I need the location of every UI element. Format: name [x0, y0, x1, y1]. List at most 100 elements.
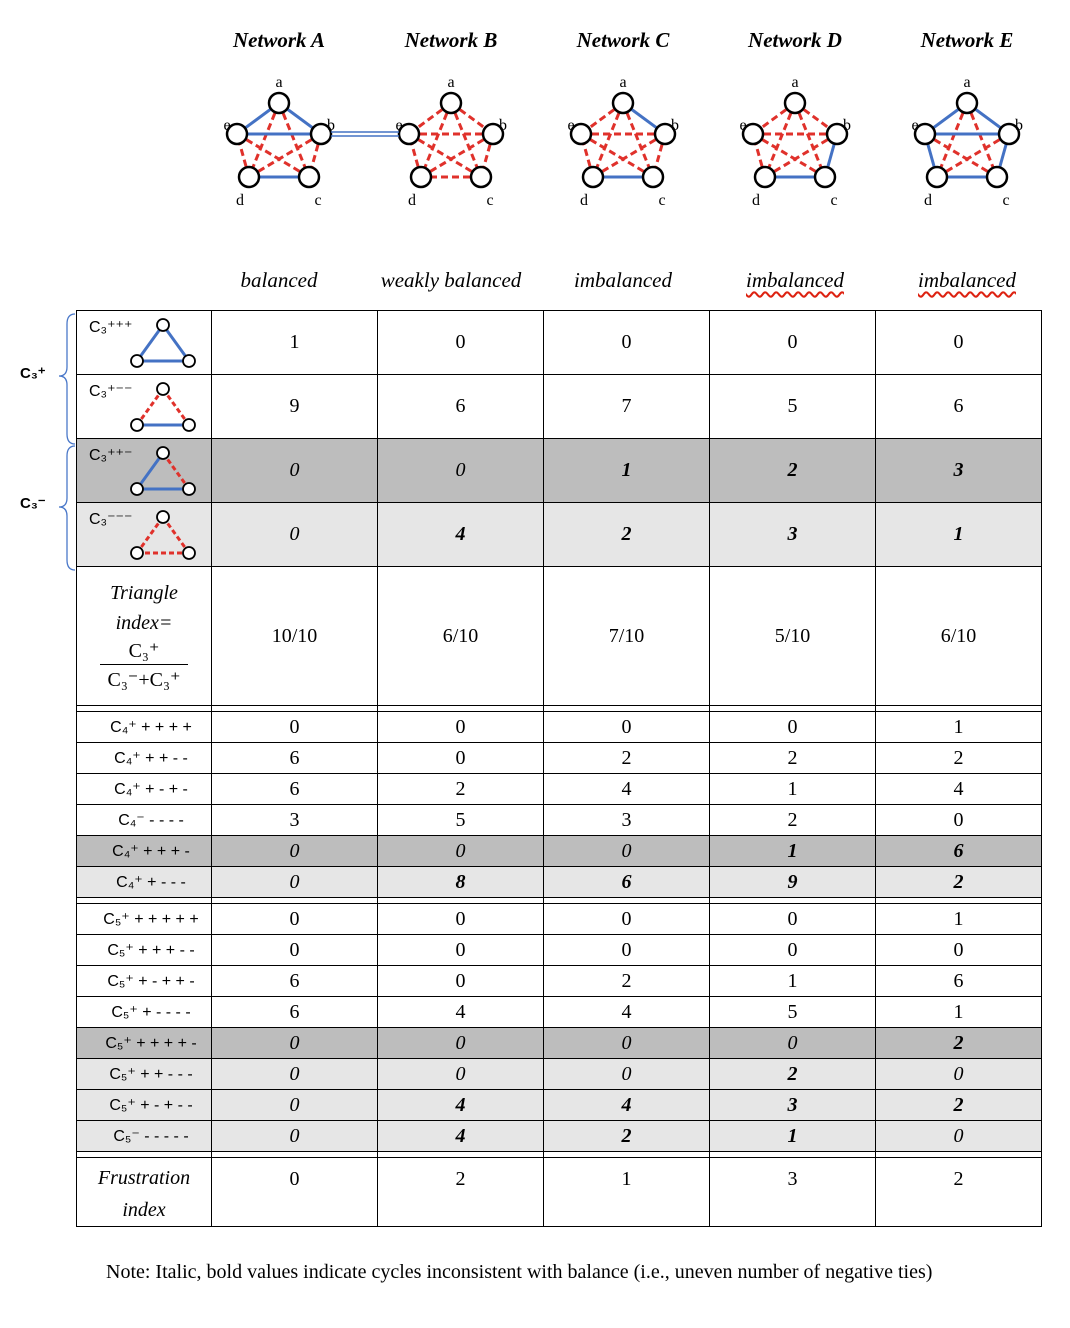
negative-tie — [580, 132, 654, 179]
cell-value: 0 — [211, 903, 378, 935]
cell-value: 0 — [875, 804, 1042, 836]
cell-value: 0 — [211, 711, 378, 743]
node-label: c — [314, 192, 321, 209]
node-c — [641, 165, 665, 189]
network-a-title: Network A — [233, 28, 325, 52]
node-c — [469, 165, 493, 189]
cell-value: 2 — [709, 438, 876, 503]
cell-value: 1 — [709, 1120, 876, 1152]
negative-tie — [793, 102, 827, 178]
row-label: C₅⁺ + + + - - — [76, 934, 212, 966]
cell-value: 6 — [875, 374, 1042, 439]
frustration-value: 2 — [875, 1157, 1042, 1227]
row-label: C₅⁺ + + + + + — [76, 903, 212, 935]
cell-value: 6 — [875, 835, 1042, 867]
node-c — [297, 165, 321, 189]
frustration-value: 0 — [211, 1157, 378, 1227]
cell-value: 3 — [875, 438, 1042, 503]
cell-value: 1 — [709, 773, 876, 805]
frustration-label: Frustration index — [76, 1157, 212, 1227]
negative-tie — [277, 102, 311, 178]
negative-tie — [408, 101, 452, 136]
cell-value: 6 — [211, 773, 378, 805]
node-label: a — [447, 74, 454, 91]
node-b — [309, 122, 333, 146]
cell-value: 6 — [377, 374, 544, 439]
cell-value: 0 — [875, 310, 1042, 375]
cell-value: 6 — [543, 866, 710, 898]
row-label: C₃⁺⁺⁺ — [76, 310, 212, 375]
row-label: C₃⁺⁺⁻ — [76, 438, 212, 503]
cell-value: 0 — [875, 934, 1042, 966]
cell-value: 0 — [709, 903, 876, 935]
cell-value: 0 — [211, 866, 378, 898]
cell-value: 1 — [875, 711, 1042, 743]
negative-tie — [924, 132, 998, 179]
row-label: C₃⁺⁻⁻ — [76, 374, 212, 439]
row-label: C₄⁺ + - + - — [76, 773, 212, 805]
ti-numerator: C₃⁺ — [128, 639, 160, 662]
triangle-index-row: Triangle index= C₃⁺ C₃⁻+C₃⁺ 10/10 6/10 7/10… — [76, 566, 1042, 706]
node-d — [409, 165, 433, 189]
cell-value: 2 — [875, 742, 1042, 774]
cell-value: 5 — [709, 996, 876, 1028]
cell-value: 0 — [211, 835, 378, 867]
cell-value: 0 — [709, 711, 876, 743]
cell-value: 0 — [377, 965, 544, 997]
cell-value: 4 — [543, 1089, 710, 1121]
frustration-value: 3 — [709, 1157, 876, 1227]
cell-value: 0 — [377, 310, 544, 375]
network-e-status: imbalanced — [918, 268, 1016, 292]
cell-value: 0 — [875, 1058, 1042, 1090]
cell-value: 4 — [377, 996, 544, 1028]
node-label: b — [327, 117, 335, 134]
node-label: b — [499, 117, 507, 134]
node-a — [955, 91, 979, 115]
negative-tie — [592, 132, 666, 179]
cell-value: 1 — [875, 903, 1042, 935]
cell-value: 0 — [211, 1027, 378, 1059]
row-label: C₃⁻⁻⁻ — [76, 502, 212, 567]
cell-value: 4 — [875, 773, 1042, 805]
negative-tie — [591, 102, 625, 178]
cell-value: 0 — [709, 310, 876, 375]
negative-tie — [621, 102, 655, 178]
cell-value: 0 — [211, 438, 378, 503]
cell-value: 0 — [211, 1120, 378, 1152]
row-separator — [76, 1151, 1042, 1158]
node-c — [985, 165, 1009, 189]
triangle-icon — [130, 318, 196, 368]
node-e — [913, 122, 937, 146]
ti-line-1: Triangle — [110, 581, 178, 604]
cell-value: 0 — [377, 835, 544, 867]
node-e — [741, 122, 765, 146]
negative-tie — [936, 132, 1010, 179]
node-b — [825, 122, 849, 146]
cell-value: 3 — [211, 804, 378, 836]
negative-tie — [752, 101, 796, 136]
row-label: C₄⁺ + - - - — [76, 866, 212, 898]
cell-value: 1 — [543, 438, 710, 503]
cell-value: 2 — [377, 773, 544, 805]
negative-tie — [450, 101, 494, 136]
row-label: C₅⁺ + - - - - — [76, 996, 212, 1028]
node-label: b — [843, 117, 851, 134]
triangle-label: C₃⁺⁺⁺ — [89, 319, 133, 336]
network-b-title: Network B — [404, 28, 498, 52]
negative-tie — [236, 132, 310, 179]
node-d — [925, 165, 949, 189]
row-label: C₄⁺ + + - - — [76, 742, 212, 774]
node-b — [653, 122, 677, 146]
cell-value: 0 — [211, 502, 378, 567]
node-label: a — [963, 74, 970, 91]
frustration-row: Frustration index 0 2 1 3 2 — [76, 1157, 1042, 1227]
node-label: d — [924, 192, 932, 209]
cell-value: 2 — [543, 1120, 710, 1152]
frustration-value: 1 — [543, 1157, 710, 1227]
node-a — [267, 91, 291, 115]
c3-plus-label: C₃⁺ — [20, 365, 46, 382]
